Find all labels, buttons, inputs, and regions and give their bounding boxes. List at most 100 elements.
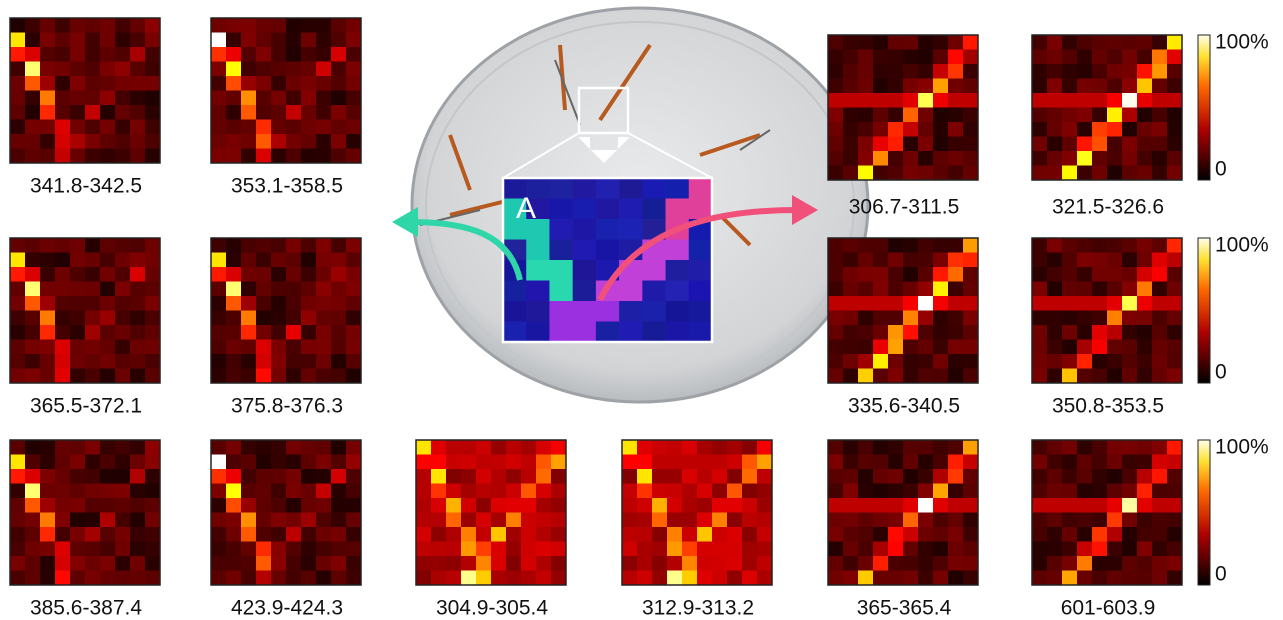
heatmap-cell [256,325,271,340]
heatmap-cell [226,47,241,62]
heatmap-cell [115,33,130,48]
heatmap-cell [689,281,713,302]
heatmap-cell [25,484,40,499]
heatmap-cell [622,484,637,499]
heatmap-cell [1152,340,1167,355]
heatmap-cell [70,513,85,528]
heatmap-cell [316,354,331,369]
heatmap-cell [667,498,682,513]
heatmap-cell [742,440,757,455]
heatmap-panel: 341.8-342.5 [10,18,160,198]
heatmap-cell [115,238,130,253]
heatmap-cell [1077,35,1092,50]
heatmap-cell [301,484,316,499]
heatmap-cell [256,149,271,164]
heatmap-cell [757,469,772,484]
heatmap-cell [130,527,145,542]
inset-label: A [516,192,536,225]
heatmap-cell [1137,498,1152,513]
heatmap-cell [1137,469,1152,484]
heatmap-cell [70,571,85,586]
heatmap-cell [858,166,873,181]
heatmap-cell [40,105,55,120]
heatmap-cell [115,134,130,149]
heatmap-cell [888,513,903,528]
heatmap-cell [331,267,346,282]
heatmap-cell [888,440,903,455]
heatmap-cell [100,238,115,253]
heatmap-cell [873,64,888,79]
heatmap-cell [256,296,271,311]
heatmap-cell [226,325,241,340]
heatmap-cell [948,50,963,65]
heatmap-cell [682,469,697,484]
heatmap-cell [536,527,551,542]
heatmap-cell [115,556,130,571]
heatmap-cell [828,354,843,369]
heatmap-cell [1047,108,1062,123]
heatmap-cell [1122,122,1137,137]
heatmap-cell [1122,325,1137,340]
heatmap-cell [1122,108,1137,123]
heatmap-cell [100,556,115,571]
heatmap-cell [145,354,160,369]
heatmap-cell [933,79,948,94]
heatmap-cell [1167,369,1182,384]
heatmap-cell [828,340,843,355]
heatmap-panel: 365-365.4 [828,440,978,620]
heatmap-cell [476,571,491,586]
heatmap-cell [145,455,160,470]
heatmap-cell [727,571,742,586]
heatmap-cell [933,556,948,571]
heatmap-cell [918,50,933,65]
heatmap-cell [551,556,566,571]
heatmap-cell [1107,311,1122,326]
heatmap-cell [145,18,160,33]
heatmap-cell [331,238,346,253]
heatmap-cell [1167,325,1182,340]
heatmap-cell [1077,498,1092,513]
heatmap-cell [115,282,130,297]
heatmap-cell [903,151,918,166]
heatmap-cell [1062,122,1077,137]
heatmap-cell [948,151,963,166]
heatmap-cell [551,440,566,455]
heatmap-cell [637,556,652,571]
heatmap-cell [316,105,331,120]
heatmap-cell [858,296,873,311]
heatmap-cell [933,440,948,455]
heatmap-cell [271,527,286,542]
heatmap-cell [903,50,918,65]
heatmap-cell [858,556,873,571]
colorbar-min-label: 0 [1215,361,1227,384]
heatmap-cell [873,282,888,297]
heatmap-cell [963,455,978,470]
heatmap-cell [1092,238,1107,253]
heatmap-cell [85,282,100,297]
heatmap-cell [873,369,888,384]
heatmap-cell [536,556,551,571]
heatmap-cell [1107,151,1122,166]
heatmap-cell [637,455,652,470]
heatmap-cell [226,33,241,48]
heatmap-cell [100,296,115,311]
heatmap-cell [331,105,346,120]
heatmap-cell [85,369,100,384]
heatmap-cell [241,47,256,62]
heatmap-cell [1137,311,1152,326]
heatmap-cell [652,484,667,499]
heatmap-cell [1137,571,1152,586]
heatmap-cell [642,301,666,322]
heatmap-cell [667,484,682,499]
heatmap-cell [256,120,271,135]
heatmap-cell [271,542,286,557]
heatmap-cell [1152,484,1167,499]
heatmap-cell [1062,369,1077,384]
heatmap-cell [115,498,130,513]
heatmap-cell [241,571,256,586]
heatmap-cell [712,498,727,513]
heatmap-cell [271,62,286,77]
heatmap-cell [346,120,361,135]
heatmap-cell [888,296,903,311]
heatmap-cell [55,296,70,311]
